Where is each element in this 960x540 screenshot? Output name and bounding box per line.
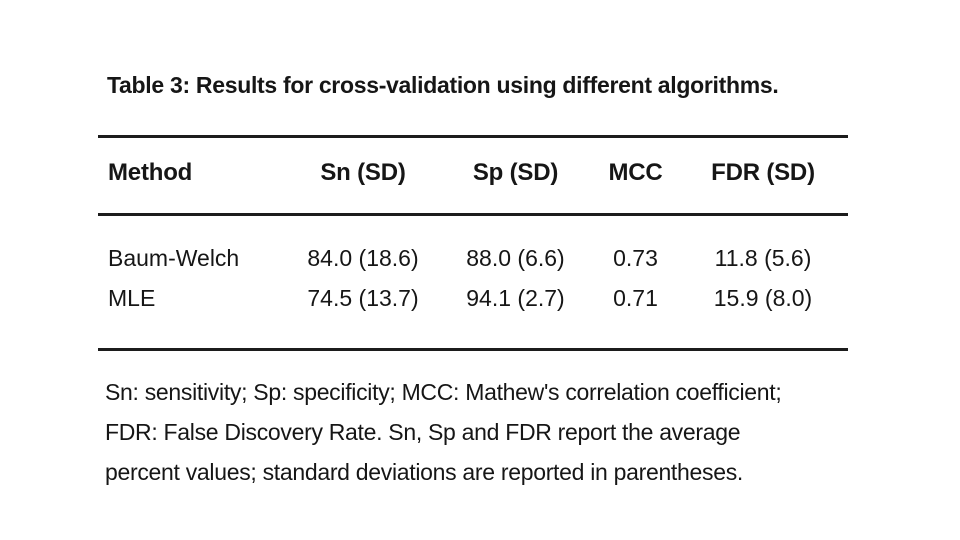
cell-mcc: 0.73 (613, 244, 658, 271)
table-rule-top (98, 135, 848, 138)
table-footnote: Sn: sensitivity; Sp: specificity; MCC: M… (105, 372, 865, 492)
column-header-mcc: MCC (608, 159, 663, 186)
cell-sn: 84.0 (18.6) (307, 244, 419, 271)
cell-sp: 94.1 (2.7) (466, 284, 565, 311)
column-header-sn: Sn (SD) (320, 159, 406, 186)
footnote-line: percent values; standard deviations are … (105, 459, 743, 485)
column-header-fdr: FDR (SD) (711, 159, 815, 186)
footnote-line: FDR: False Discovery Rate. Sn, Sp and FD… (105, 419, 741, 445)
cell-fdr: 15.9 (8.0) (713, 284, 813, 311)
cell-fdr: 11.8 (5.6) (714, 244, 812, 271)
cell-method: Baum-Welch (108, 244, 240, 271)
table-caption: Table 3: Results for cross-validation us… (107, 72, 779, 98)
cell-sp: 88.0 (6.6) (466, 244, 565, 271)
table-header-row: Method Sn (SD) Sp (SD) MCC FDR (SD) (98, 138, 848, 208)
table-rule-bottom (98, 348, 848, 351)
cell-sn: 74.5 (13.7) (307, 284, 419, 311)
table-row: MLE 74.5 (13.7) 94.1 (2.7) 0.71 15.9 (8.… (98, 278, 848, 318)
cell-mcc: 0.71 (613, 284, 658, 311)
table-row: Baum-Welch 84.0 (18.6) 88.0 (6.6) 0.73 1… (98, 238, 848, 278)
column-header-method: Method (108, 159, 193, 186)
table-rule-header-separator (98, 213, 848, 216)
cell-method: MLE (108, 284, 156, 311)
column-header-sp: Sp (SD) (472, 159, 559, 186)
footnote-line: Sn: sensitivity; Sp: specificity; MCC: M… (105, 379, 782, 405)
